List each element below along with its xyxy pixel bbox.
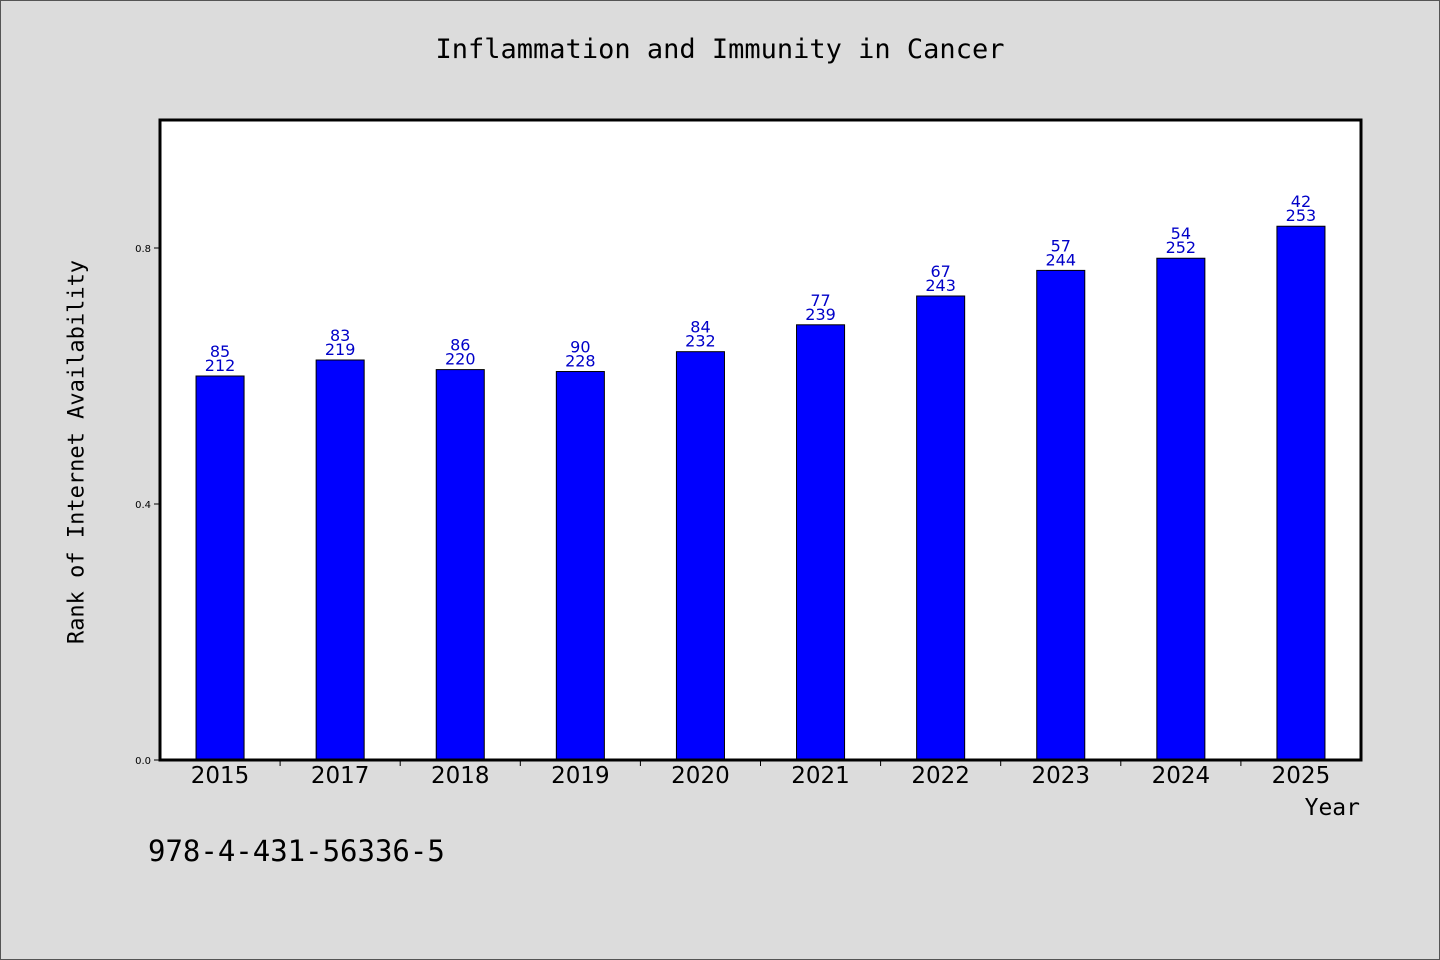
data-label-top: 90 bbox=[570, 338, 590, 357]
data-label-bottom: 253 bbox=[1286, 206, 1317, 225]
data-label-bottom: 228 bbox=[565, 352, 596, 371]
bar bbox=[555, 371, 605, 761]
data-label-bottom: 252 bbox=[1166, 238, 1197, 257]
data-label-bottom: 239 bbox=[805, 305, 836, 324]
bar bbox=[1156, 257, 1206, 761]
data-label-top: 85 bbox=[210, 342, 230, 361]
x-tick-label: 2024 bbox=[1152, 763, 1211, 789]
data-label-top: 77 bbox=[810, 291, 830, 310]
data-label-bottom: 220 bbox=[445, 350, 476, 369]
x-tick-label: 2023 bbox=[1031, 763, 1090, 789]
bar bbox=[675, 351, 725, 761]
data-label-top: 57 bbox=[1051, 236, 1071, 255]
data-label-bottom: 212 bbox=[205, 356, 236, 375]
plot-border bbox=[158, 118, 1363, 762]
data-label-top: 83 bbox=[330, 326, 350, 345]
x-tick-label: 2019 bbox=[551, 763, 610, 789]
data-label-top: 54 bbox=[1171, 224, 1191, 243]
bar bbox=[916, 295, 966, 761]
data-label-bottom: 243 bbox=[925, 276, 956, 295]
data-label-bottom: 219 bbox=[325, 340, 356, 359]
x-axis-label: Year bbox=[1304, 795, 1360, 821]
x-tick-label: 2017 bbox=[311, 763, 370, 789]
data-label-bottom: 244 bbox=[1045, 250, 1076, 269]
data-label-top: 67 bbox=[930, 262, 950, 281]
bar bbox=[1276, 225, 1326, 761]
chart-title: Inflammation and Immunity in Cancer bbox=[435, 34, 1005, 65]
x-tick-label: 2018 bbox=[431, 763, 490, 789]
x-tick-label: 2025 bbox=[1272, 763, 1331, 789]
data-label-top: 42 bbox=[1291, 192, 1311, 211]
y-tick-label: 0.4 bbox=[135, 500, 151, 511]
y-tick-label: 0.0 bbox=[135, 756, 151, 767]
x-tick-label: 2022 bbox=[911, 763, 970, 789]
x-tick-label: 2020 bbox=[671, 763, 730, 789]
footer-code: 978-4-431-56336-5 bbox=[148, 834, 445, 868]
bar bbox=[315, 359, 365, 761]
bar bbox=[796, 324, 846, 761]
data-label-bottom: 232 bbox=[685, 332, 716, 351]
data-label-top: 86 bbox=[450, 336, 470, 355]
bar bbox=[195, 375, 245, 761]
y-tick-label: 0.8 bbox=[135, 244, 151, 255]
bar bbox=[435, 369, 485, 761]
bar bbox=[1036, 269, 1086, 761]
data-label-top: 84 bbox=[690, 318, 710, 337]
x-tick-label: 2021 bbox=[791, 763, 850, 789]
x-tick-label: 2015 bbox=[191, 763, 250, 789]
